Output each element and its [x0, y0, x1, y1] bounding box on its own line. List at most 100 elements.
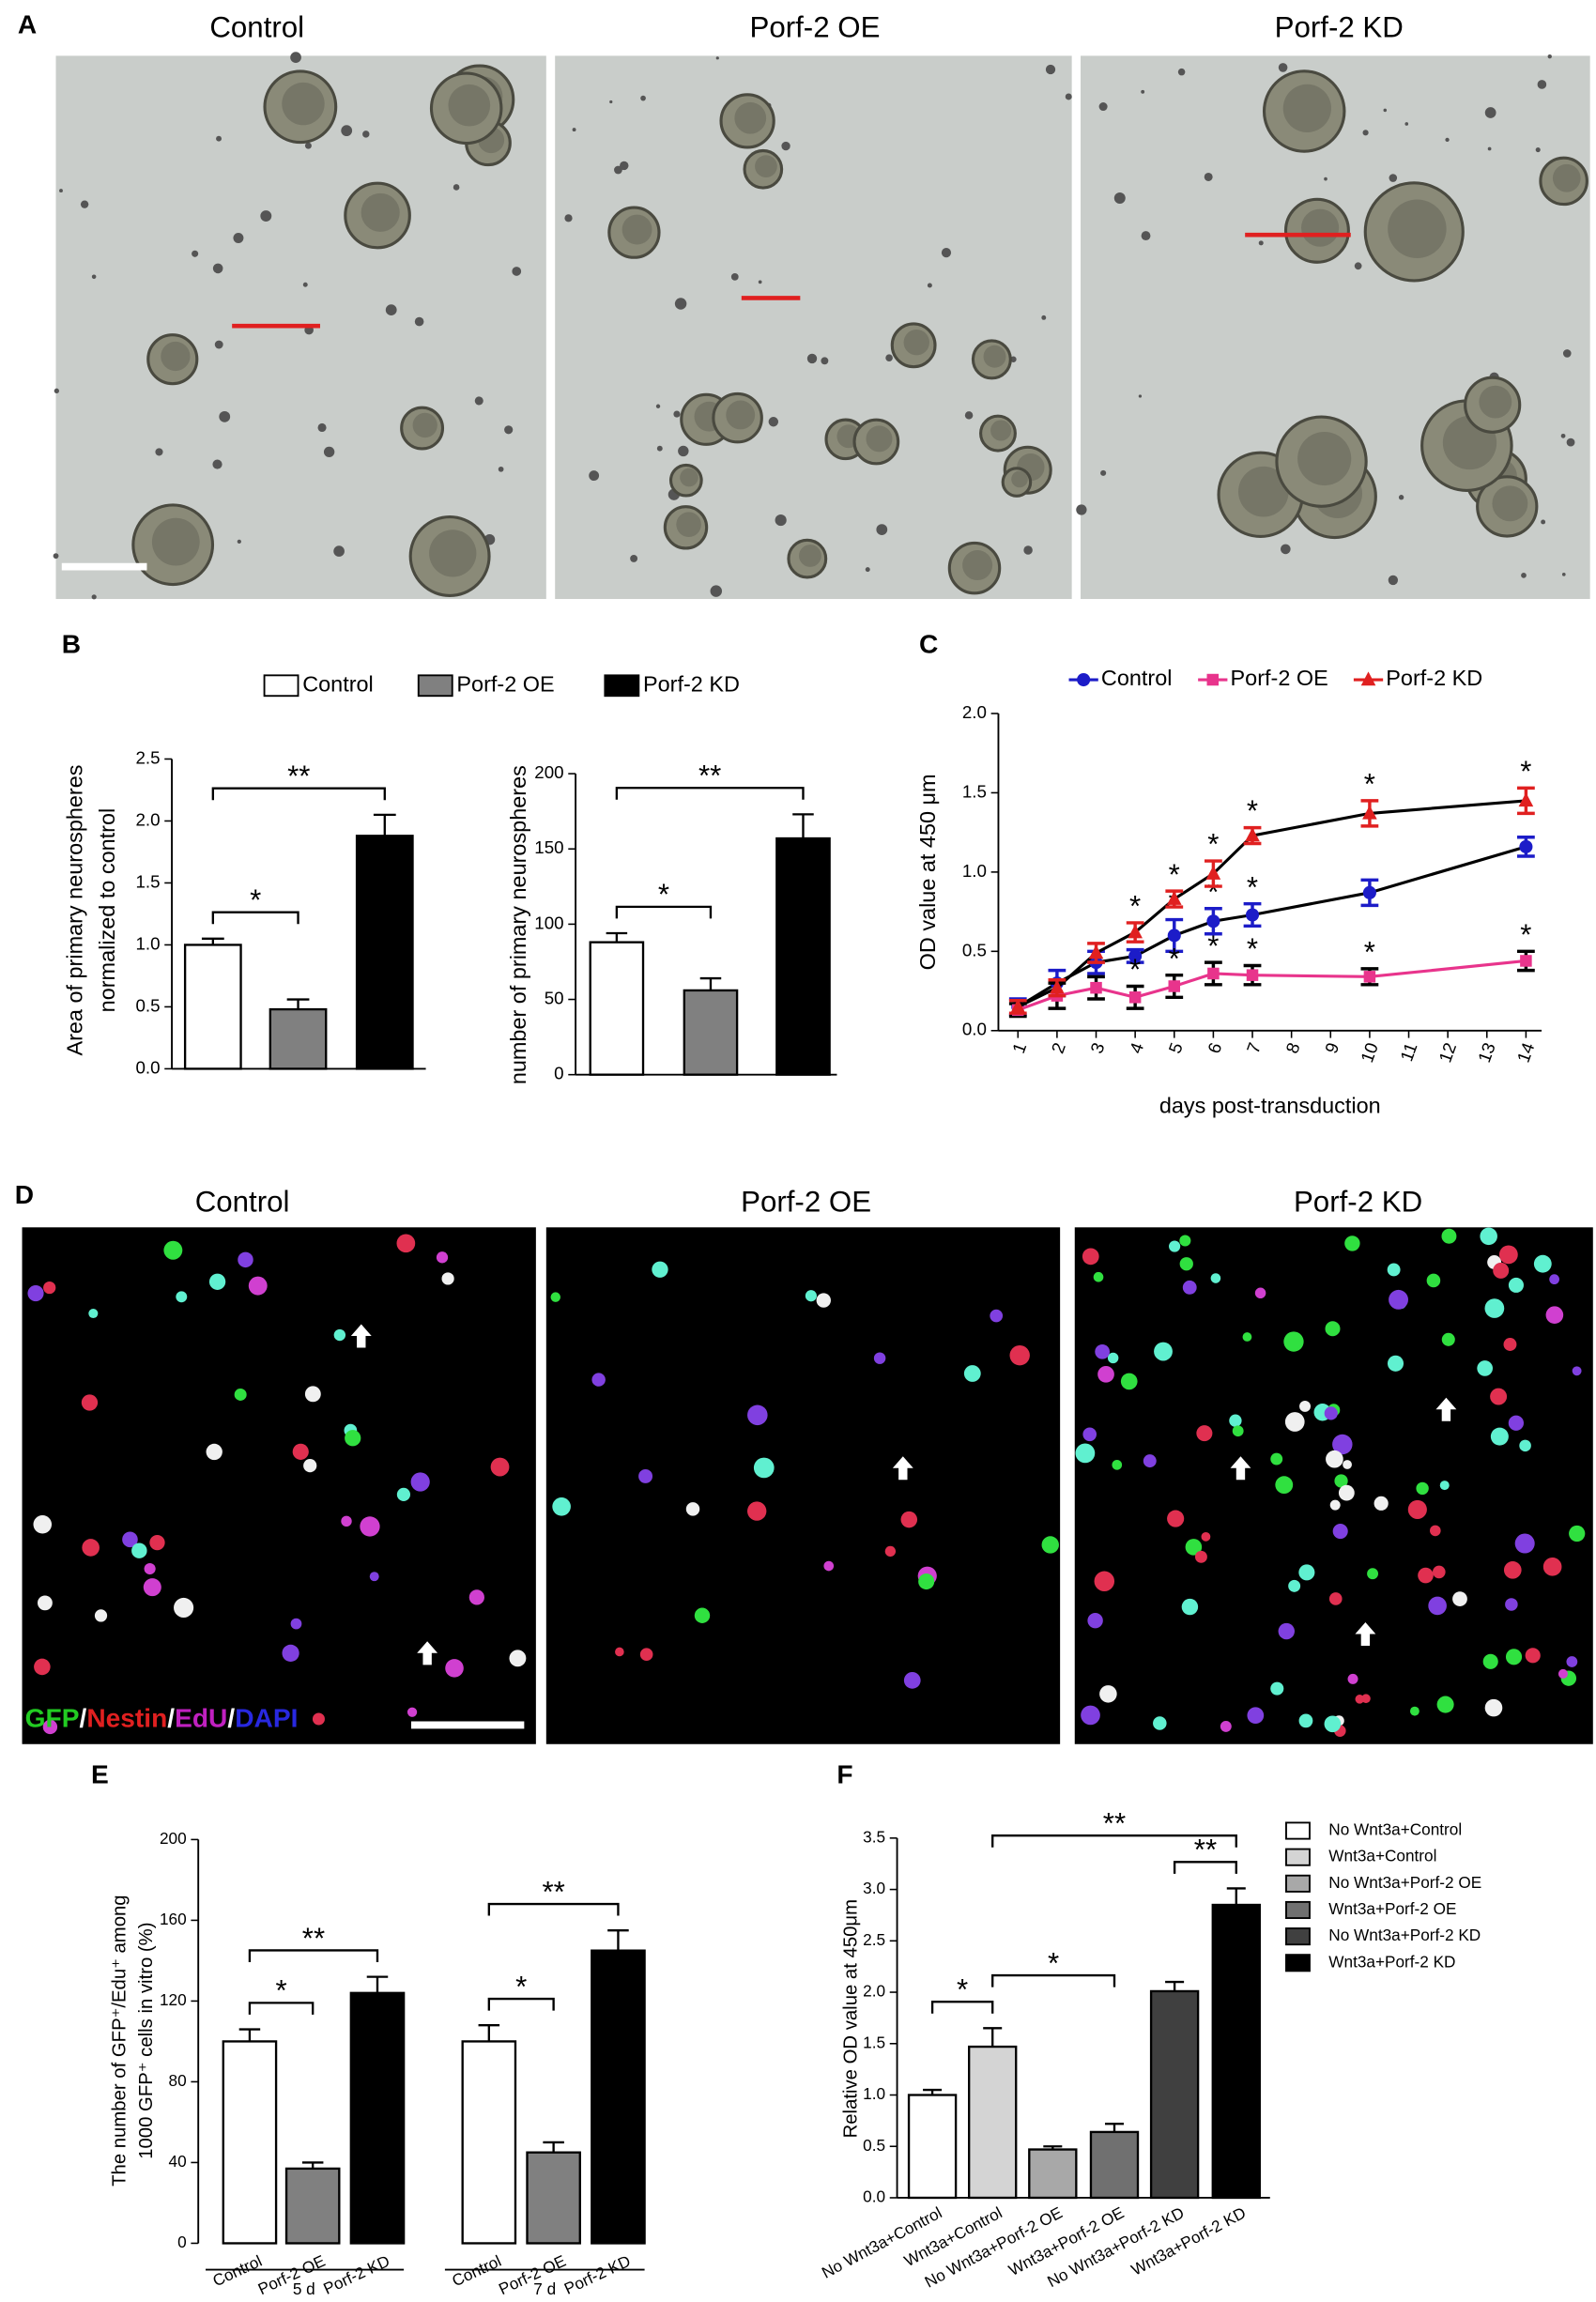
- legend-label: Control: [302, 671, 374, 696]
- neurosphere-core: [429, 529, 477, 577]
- neurosphere-core: [799, 545, 821, 567]
- debris: [730, 273, 739, 281]
- legend-swatch: [1285, 1848, 1311, 1866]
- cell: [82, 1539, 100, 1557]
- cell: [823, 1560, 835, 1572]
- neurosphere-core: [1301, 208, 1340, 247]
- cell: [990, 1309, 1004, 1323]
- cell: [1328, 1592, 1343, 1605]
- debris: [237, 539, 241, 544]
- cell: [42, 1719, 58, 1735]
- legend-swatch: [1285, 1927, 1311, 1946]
- debris: [474, 396, 483, 406]
- marker: [1206, 673, 1220, 686]
- significance-label: *: [1169, 942, 1180, 975]
- debris: [1141, 89, 1145, 94]
- micrograph-title: Control: [209, 11, 304, 44]
- y-tick-label: 1.5: [863, 2033, 885, 2051]
- marker: [1362, 885, 1376, 899]
- marker: [1245, 908, 1260, 922]
- y-axis-label: OD value at 450 μm: [915, 774, 940, 970]
- cell: [445, 1659, 464, 1678]
- cell: [1503, 1338, 1517, 1351]
- marker: [1166, 890, 1182, 905]
- debris: [564, 214, 573, 223]
- debris: [341, 125, 353, 137]
- debris: [302, 282, 308, 287]
- arrow: [1230, 1456, 1251, 1481]
- bar: [461, 2040, 517, 2245]
- debris: [1258, 240, 1264, 246]
- y-axis-label: Area of primary neurospheres: [63, 765, 87, 1056]
- debris: [212, 263, 223, 274]
- cell: [1367, 1568, 1379, 1580]
- debris: [233, 232, 244, 243]
- cell: [1154, 1342, 1173, 1361]
- significance-bracket: [991, 1834, 1237, 1848]
- cell: [1533, 1254, 1552, 1273]
- bar: [591, 1949, 646, 2245]
- cell: [248, 1276, 268, 1296]
- cell: [1572, 1366, 1582, 1376]
- cell: [1120, 1373, 1138, 1390]
- cell: [1099, 1685, 1117, 1703]
- cell: [174, 1597, 194, 1619]
- cell: [234, 1388, 247, 1401]
- cell: [1428, 1596, 1447, 1616]
- cell: [1284, 1412, 1305, 1432]
- marker: [1518, 792, 1534, 807]
- cell: [1389, 1289, 1408, 1310]
- bar: [222, 2040, 278, 2245]
- cell: [333, 1328, 346, 1342]
- debris: [54, 388, 59, 393]
- cell: [1430, 1525, 1441, 1537]
- micrograph-field: [545, 1227, 1061, 1744]
- cell: [1194, 1550, 1207, 1563]
- cell: [1210, 1273, 1221, 1283]
- arrow: [417, 1641, 438, 1665]
- significance-label: *: [957, 1973, 968, 2006]
- cell: [1505, 1649, 1523, 1665]
- neurosphere-core: [962, 550, 993, 581]
- significance-label: *: [1129, 953, 1141, 986]
- cell: [176, 1291, 188, 1303]
- significance-bracket: [930, 2001, 994, 2014]
- debris: [1100, 469, 1107, 476]
- debris: [333, 545, 345, 557]
- micrograph-field: [1074, 1227, 1593, 1744]
- debris: [614, 165, 622, 175]
- cell: [1519, 1439, 1531, 1452]
- cell: [1181, 1598, 1199, 1616]
- cell: [468, 1589, 484, 1605]
- significance-label: **: [542, 1875, 564, 1908]
- debris: [385, 304, 397, 316]
- debris: [768, 417, 779, 427]
- debris: [1362, 130, 1369, 136]
- micrograph: [53, 52, 546, 600]
- significance-label: *: [1520, 755, 1531, 788]
- micrograph: [1074, 1227, 1593, 1744]
- debris: [1484, 107, 1496, 118]
- cell: [1332, 1523, 1348, 1540]
- micrograph-title: Porf-2 OE: [741, 1186, 871, 1219]
- neurosphere-core: [151, 517, 200, 566]
- cell: [1220, 1720, 1232, 1732]
- debris: [414, 316, 424, 327]
- panel-label: F: [836, 1760, 852, 1789]
- marker: [1362, 805, 1377, 820]
- cell: [1343, 1460, 1352, 1469]
- debris: [656, 445, 663, 452]
- cell: [396, 1234, 416, 1253]
- cell: [1324, 1715, 1342, 1733]
- bar: [269, 1007, 328, 1070]
- cell: [369, 1572, 379, 1582]
- neurosphere-core: [161, 341, 191, 372]
- cell: [1436, 1696, 1454, 1713]
- y-tick-label: 50: [545, 988, 564, 1007]
- cell: [1298, 1713, 1313, 1728]
- cell: [43, 1281, 56, 1295]
- cell: [1288, 1579, 1301, 1592]
- bar: [526, 2151, 581, 2245]
- cell: [1441, 1228, 1457, 1244]
- micrograph: [1076, 54, 1590, 600]
